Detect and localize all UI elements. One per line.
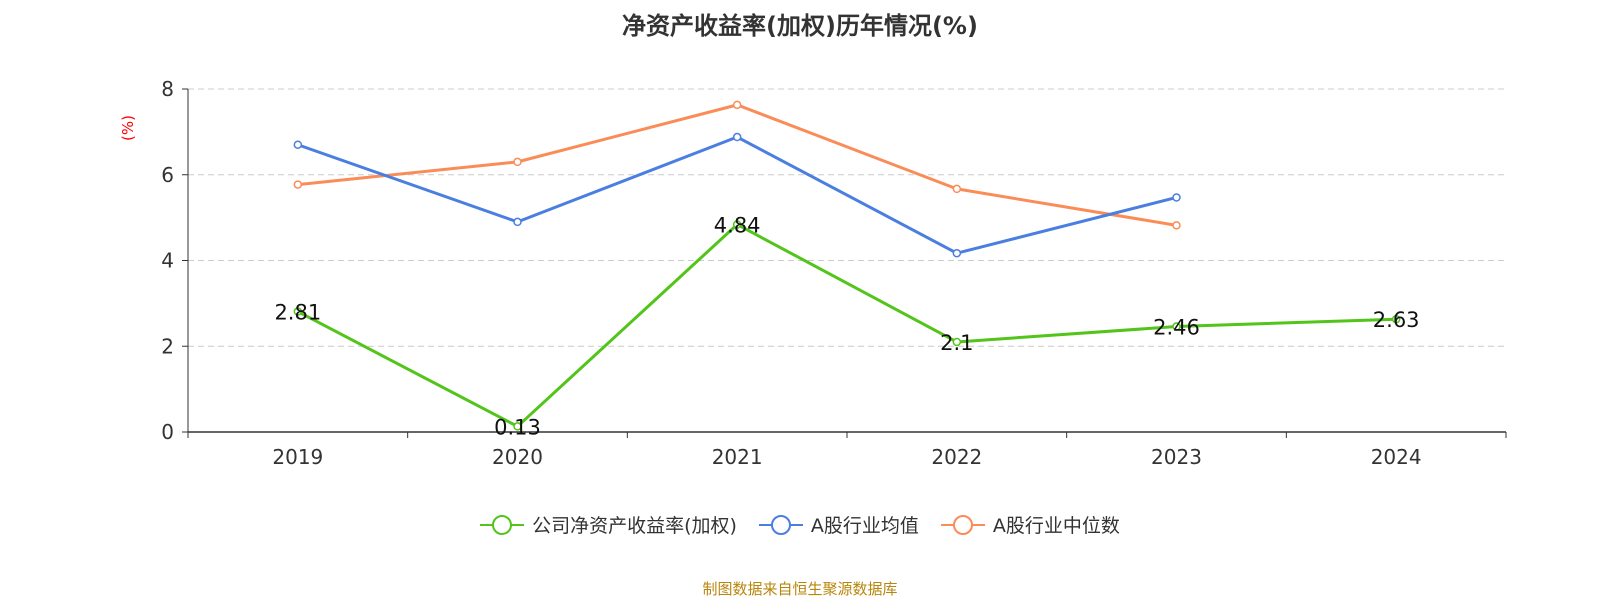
data-point <box>293 180 303 189</box>
data-point <box>952 337 962 347</box>
x-tick-label: 2022 <box>931 445 982 469</box>
y-tick-label: 2 <box>161 334 174 358</box>
legend-item-industry-median[interactable]: A股行业中位数 <box>940 511 1120 538</box>
data-labels: 2.81 0.13 4.84 2.1 2.46 2.63 <box>274 213 1419 439</box>
data-label: 2.46 <box>1153 316 1200 340</box>
data-label: 2.1 <box>940 331 973 355</box>
legend-label: A股行业均值 <box>810 515 919 537</box>
data-point <box>1172 322 1181 331</box>
legend-item-industry-mean[interactable]: A股行业均值 <box>758 511 919 538</box>
x-tick-label: 2021 <box>712 445 763 469</box>
y-tick-label: 8 <box>161 77 174 101</box>
legend-label: A股行业中位数 <box>992 515 1120 537</box>
legend-item-company[interactable]: 公司净资产收益率(加权) <box>480 511 737 538</box>
data-label: 2.81 <box>274 301 321 325</box>
legend-swatch-icon <box>480 514 525 535</box>
x-tick-label: 2020 <box>492 445 543 469</box>
data-label: 0.13 <box>494 415 541 439</box>
data-point <box>293 307 303 316</box>
data-point <box>1391 314 1401 324</box>
series-line-0 <box>297 222 1397 428</box>
x-tick-label: 2019 <box>272 445 323 469</box>
data-point <box>513 157 522 167</box>
data-label: 2.63 <box>1373 308 1420 332</box>
data-point <box>1172 221 1181 230</box>
data-point <box>1172 193 1181 202</box>
source-note: 制图数据来自恒生聚源数据库 <box>702 580 898 598</box>
x-tick-label: 2023 <box>1151 445 1202 469</box>
y-tick-label: 0 <box>161 420 174 444</box>
legend-label: 公司净资产收益率(加权) <box>532 515 737 537</box>
data-point <box>732 132 742 142</box>
data-point <box>732 100 742 110</box>
data-point <box>513 217 522 227</box>
data-label: 4.84 <box>714 213 761 237</box>
axes: 0 2 4 6 8 2019 2020 2021 2022 2023 2024 <box>161 77 1507 469</box>
data-point <box>513 422 522 431</box>
chart-title: 净资产收益率(加权)历年情况(%) <box>622 12 978 40</box>
data-point <box>732 220 742 229</box>
grid-lines <box>188 88 1506 347</box>
x-tick-label: 2024 <box>1371 445 1422 469</box>
legend-swatch-icon <box>940 514 985 535</box>
legend: 公司净资产收益率(加权) A股行业均值 A股行业中位数 <box>0 511 1600 538</box>
y-tick-label: 4 <box>161 249 174 273</box>
series-lines <box>293 100 1401 431</box>
legend-swatch-icon <box>758 514 803 535</box>
data-point <box>293 140 303 149</box>
data-point <box>952 248 962 258</box>
data-point <box>952 184 962 194</box>
series-line-2 <box>297 103 1177 227</box>
y-tick-label: 6 <box>161 163 174 187</box>
